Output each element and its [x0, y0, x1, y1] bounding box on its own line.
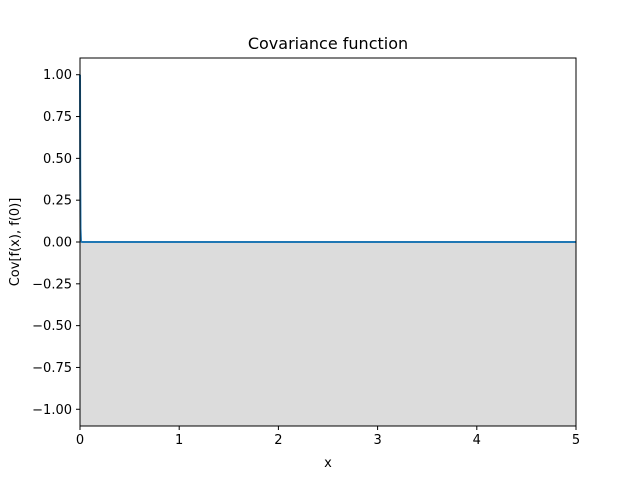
x-tick-label-4: 4 — [473, 433, 481, 448]
y-tick-label-7: 0.75 — [43, 110, 72, 125]
y-tick-label-4: 0.00 — [43, 236, 72, 251]
y-tick-label-8: 1.00 — [43, 68, 72, 83]
y-tick-label-0: −1.00 — [32, 403, 72, 418]
chart-title: Covariance function — [248, 34, 408, 53]
y-tick-label-6: 0.50 — [43, 152, 72, 167]
axis-ticks: 0 1 2 3 4 5 −1.00 −0.75 −0.50 −0.25 0.00 0.25 0.50 0.… — [32, 68, 580, 448]
x-tick-label-2: 2 — [274, 433, 282, 448]
x-tick-label-1: 1 — [175, 433, 183, 448]
y-tick-label-3: −0.25 — [32, 277, 72, 292]
shaded-region — [80, 242, 576, 426]
y-axis-label: Cov[f(x), f(0)] — [8, 198, 23, 287]
y-tick-label-5: 0.25 — [43, 194, 72, 209]
x-tick-label-3: 3 — [373, 433, 381, 448]
x-tick-label-5: 5 — [572, 433, 580, 448]
plot-area — [79, 57, 577, 427]
y-tick-label-2: −0.50 — [32, 319, 72, 334]
y-tick-label-1: −0.75 — [32, 361, 72, 376]
x-tick-label-0: 0 — [76, 433, 84, 448]
x-axis-label: x — [324, 456, 332, 471]
